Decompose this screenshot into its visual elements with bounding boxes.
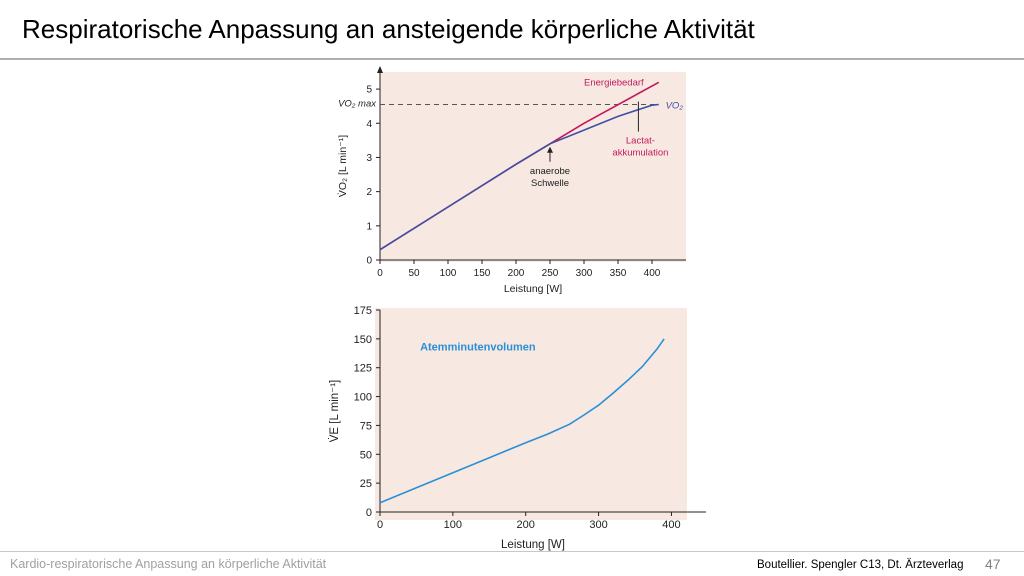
y-tick-label: 0 — [366, 507, 372, 519]
x-tick-label: 50 — [408, 268, 420, 279]
y-axis-arrow — [377, 66, 383, 73]
x-tick-label: 150 — [474, 268, 491, 279]
footer-topic: Kardio-respiratorische Anpassung an körp… — [10, 557, 327, 571]
x-tick-label: 100 — [444, 519, 462, 531]
annotation-lactat-line: akkumulation — [612, 148, 668, 159]
x-axis-label: Leistung [W] — [504, 283, 562, 295]
y-tick-label: 2 — [366, 187, 372, 198]
series-line-vo2 — [379, 103, 659, 251]
x-tick-label: 0 — [377, 268, 383, 279]
x-axis-label: Leistung [W] — [501, 539, 565, 551]
vo2max-label: VO₂ max — [338, 98, 377, 109]
series-label-vo2: VO₂ — [666, 100, 684, 111]
chart-top-background — [380, 72, 686, 262]
y-tick-label: 1 — [366, 221, 372, 232]
y-axis-label: V̇E [L min⁻¹] — [328, 380, 341, 443]
x-tick-label: 400 — [644, 268, 661, 279]
y-tick-label: 4 — [366, 119, 372, 130]
chart-bottom-background — [375, 308, 687, 520]
series-label-atemminutenvolumen: Atemminutenvolumen — [420, 341, 536, 353]
x-tick-label: 400 — [662, 519, 680, 531]
title-divider — [0, 58, 1024, 60]
y-tick-label: 150 — [354, 334, 372, 346]
y-tick-label: 75 — [360, 420, 372, 432]
vo2-chart: 0 50 100 150 200 250 300 350 400 0 1 2 3 4 5 Leistung [… — [336, 66, 686, 295]
series-label-energiebedarf: Energiebedarf — [584, 78, 644, 89]
y-tick-label: 5 — [366, 85, 372, 96]
y-tick-label: 25 — [360, 478, 372, 490]
x-tick-label: 200 — [508, 268, 525, 279]
ventilation-chart: 0 100 200 300 400 0 25 50 75 100 125 150 175 Leistung… — [328, 305, 706, 551]
slide-title: Respiratorische Anpassung an ansteigende… — [22, 14, 755, 44]
annotation-lactat-line: Lactat- — [626, 136, 655, 147]
y-tick-label: 125 — [354, 363, 372, 375]
x-tick-label: 200 — [517, 519, 535, 531]
y-axis-label: V̇O₂ [L min⁻¹] — [336, 135, 349, 197]
y-tick-label: 175 — [354, 305, 372, 317]
x-tick-label: 300 — [576, 268, 593, 279]
footer-divider — [0, 551, 1024, 552]
y-tick-label: 0 — [366, 256, 372, 267]
source-citation: Boutellier. Spengler C13, Dt. Ärzteverla… — [757, 559, 964, 571]
series-line-atemminutenvolumen — [379, 338, 665, 504]
annotation-anaerobe-line: Schwelle — [531, 178, 569, 189]
annotation-anaerobe-line: anaerobe — [530, 166, 570, 177]
x-tick-label: 350 — [610, 268, 627, 279]
y-tick-label: 50 — [360, 449, 372, 461]
page-number: 47 — [985, 556, 1001, 572]
x-tick-label: 0 — [377, 519, 383, 531]
x-tick-label: 300 — [589, 519, 607, 531]
y-tick-label: 100 — [354, 392, 372, 404]
x-tick-label: 100 — [440, 268, 457, 279]
x-tick-label: 250 — [542, 268, 559, 279]
y-tick-label: 3 — [366, 153, 372, 164]
annotation-arrowhead-anaerobe — [547, 146, 553, 153]
